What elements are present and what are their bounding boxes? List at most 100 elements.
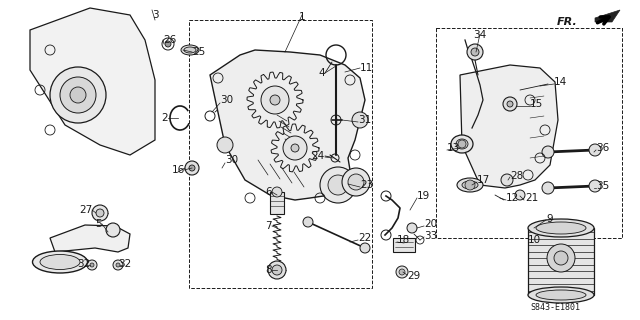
Text: 9: 9 — [546, 214, 552, 224]
Bar — [528, 228, 594, 295]
Text: 33: 33 — [424, 231, 437, 241]
Circle shape — [291, 144, 299, 152]
Text: 31: 31 — [358, 115, 371, 125]
Text: 10: 10 — [528, 235, 541, 245]
Text: 14: 14 — [554, 77, 567, 87]
Circle shape — [352, 112, 368, 128]
Text: 16: 16 — [172, 165, 185, 175]
Text: 12: 12 — [506, 193, 519, 203]
Text: 3: 3 — [152, 10, 158, 20]
Circle shape — [268, 261, 286, 279]
Circle shape — [407, 223, 417, 233]
Text: 22: 22 — [358, 233, 371, 243]
Text: 34: 34 — [474, 30, 486, 40]
Text: 32: 32 — [77, 259, 90, 269]
Text: 25: 25 — [192, 47, 205, 57]
Text: 13: 13 — [447, 143, 460, 153]
Text: 30: 30 — [220, 95, 233, 105]
Ellipse shape — [40, 254, 80, 269]
Circle shape — [554, 251, 568, 265]
Text: 36: 36 — [596, 143, 609, 153]
Text: 8: 8 — [266, 265, 272, 275]
Circle shape — [70, 87, 86, 103]
Circle shape — [515, 190, 525, 200]
Bar — [189, 20, 372, 288]
Circle shape — [399, 269, 405, 275]
Text: 2: 2 — [161, 113, 168, 123]
Ellipse shape — [536, 222, 586, 234]
Text: 17: 17 — [477, 175, 490, 185]
Circle shape — [189, 165, 195, 171]
Bar — [436, 28, 622, 238]
Text: FR.: FR. — [557, 17, 578, 27]
Polygon shape — [210, 50, 365, 200]
Text: 23: 23 — [360, 180, 373, 190]
Circle shape — [217, 137, 233, 153]
Circle shape — [165, 41, 171, 47]
Circle shape — [467, 44, 483, 60]
Circle shape — [348, 174, 364, 190]
Text: 18: 18 — [397, 235, 410, 245]
Ellipse shape — [451, 135, 473, 153]
Ellipse shape — [181, 45, 199, 55]
Circle shape — [342, 168, 370, 196]
Text: 28: 28 — [510, 171, 524, 181]
Text: 21: 21 — [525, 193, 538, 203]
Polygon shape — [460, 65, 558, 188]
Circle shape — [471, 48, 479, 56]
Bar — [270, 192, 284, 214]
Circle shape — [396, 266, 408, 278]
Ellipse shape — [457, 178, 483, 192]
Text: 7: 7 — [266, 221, 272, 231]
Text: S843-E1801: S843-E1801 — [530, 303, 580, 313]
Circle shape — [303, 217, 313, 227]
Circle shape — [116, 263, 120, 267]
Circle shape — [360, 243, 370, 253]
Text: 24: 24 — [312, 151, 325, 161]
Circle shape — [113, 260, 123, 270]
Circle shape — [90, 263, 94, 267]
Text: 19: 19 — [417, 191, 430, 201]
Circle shape — [50, 67, 106, 123]
Text: 32: 32 — [118, 259, 131, 269]
Circle shape — [465, 180, 475, 190]
Circle shape — [106, 223, 120, 237]
Text: 29: 29 — [407, 271, 420, 281]
Circle shape — [501, 174, 513, 186]
Circle shape — [547, 244, 575, 272]
Circle shape — [96, 209, 104, 217]
Circle shape — [60, 77, 96, 113]
Text: 20: 20 — [424, 219, 437, 229]
Text: 35: 35 — [596, 181, 609, 191]
Ellipse shape — [462, 181, 478, 189]
Text: 15: 15 — [530, 99, 543, 109]
Circle shape — [92, 205, 108, 221]
Circle shape — [589, 180, 601, 192]
Ellipse shape — [456, 139, 468, 149]
Text: 26: 26 — [163, 35, 176, 45]
Circle shape — [185, 161, 199, 175]
Ellipse shape — [184, 47, 196, 53]
Text: 1: 1 — [299, 12, 305, 22]
Circle shape — [328, 175, 348, 195]
Ellipse shape — [528, 287, 594, 303]
Circle shape — [458, 140, 466, 148]
Circle shape — [589, 144, 601, 156]
Circle shape — [272, 187, 282, 197]
Circle shape — [542, 182, 554, 194]
Text: 30: 30 — [225, 155, 238, 165]
Circle shape — [542, 146, 554, 158]
Bar — [393, 238, 415, 252]
Text: 6: 6 — [266, 187, 272, 197]
Circle shape — [320, 167, 356, 203]
Polygon shape — [595, 10, 620, 22]
Text: 4: 4 — [318, 68, 325, 78]
Polygon shape — [30, 8, 155, 155]
Circle shape — [87, 260, 97, 270]
Text: 27: 27 — [79, 205, 92, 215]
Circle shape — [272, 265, 282, 275]
Polygon shape — [50, 225, 130, 252]
Text: 11: 11 — [360, 63, 373, 73]
Circle shape — [270, 95, 280, 105]
Ellipse shape — [33, 251, 88, 273]
